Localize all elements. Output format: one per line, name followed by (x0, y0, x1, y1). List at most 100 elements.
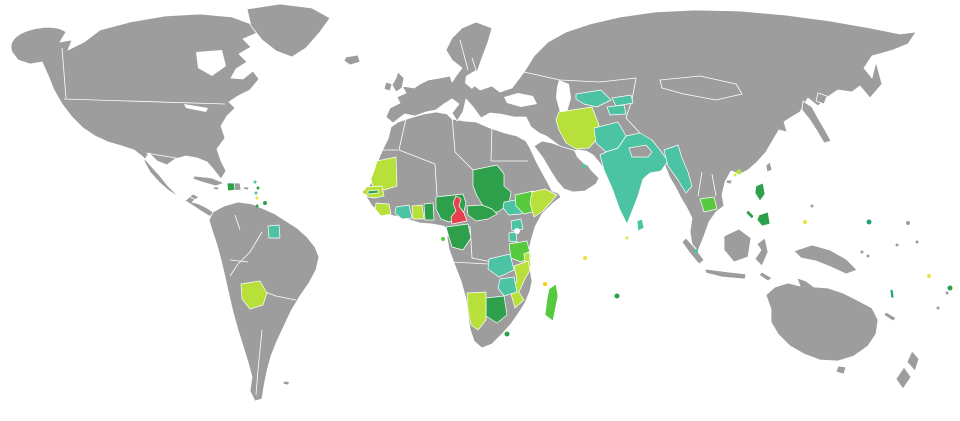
region-madagascar (544, 283, 559, 322)
border-us-canada (63, 98, 226, 105)
landmass-new-guinea (793, 244, 858, 275)
region-sri-lanka (636, 218, 645, 232)
dot-samoa (945, 291, 949, 295)
border-vietnam-laos (711, 173, 717, 197)
dot-palau (803, 220, 807, 224)
landmass-cuba (192, 175, 225, 187)
border-alaska-canada (61, 47, 67, 99)
landmass-greenland (246, 3, 331, 58)
dot-solomon-islands-2 (866, 254, 870, 258)
great-lakes (184, 104, 208, 112)
dot-comoros (543, 282, 547, 286)
region-tajikistan (606, 104, 627, 116)
landmass-japan (801, 100, 832, 144)
dot-singapore (694, 249, 698, 253)
overlay-nepal-bhutan (628, 144, 653, 158)
landmass-new-zealand-north (906, 350, 920, 372)
border-algeria-mali (398, 149, 436, 165)
dot-trinidad-tobago (253, 213, 257, 217)
dot-antigua-barbuda (256, 186, 260, 190)
region-haiti (226, 182, 236, 192)
landmass-new-caledonia (883, 311, 897, 322)
region-rwanda-burundi (508, 231, 518, 243)
region-namibia (466, 291, 487, 331)
region-uganda (510, 218, 524, 232)
region-zimbabwe (497, 276, 518, 297)
baltic-sea (465, 70, 481, 89)
dot-seychelles (583, 256, 587, 260)
landmass-hokkaido (815, 92, 828, 105)
region-kyrgyzstan (611, 94, 634, 107)
region-philippines-palawan (745, 209, 755, 220)
landmass-borneo (723, 228, 752, 263)
region-cameroon (450, 195, 468, 225)
landmass-new-zealand-south (895, 366, 912, 390)
dot-macau (733, 173, 737, 177)
border-angola-south (451, 261, 489, 265)
dot-dominica (254, 191, 258, 195)
landmass-iceland (343, 54, 361, 66)
border-brazil-west (229, 231, 263, 277)
border-drc-west (469, 225, 473, 259)
dot-grenada (252, 209, 256, 213)
landmass-north-america (10, 13, 260, 217)
border-us-mexico (145, 152, 207, 164)
landmass-hainan (725, 179, 733, 185)
dot-qatar (582, 164, 586, 168)
border-mexico-guatemala (187, 195, 197, 201)
border-argentina-chile (255, 329, 263, 396)
dot-micronesia (866, 219, 872, 225)
dot-nauru (895, 243, 899, 247)
dot-hong-kong (736, 169, 742, 175)
region-togo-benin (423, 202, 435, 221)
dot-eswatini (504, 331, 510, 337)
region-philippines-luzon (754, 182, 766, 202)
landmass-australia (765, 277, 879, 362)
region-iran (555, 106, 600, 150)
dot-barbados (263, 201, 267, 205)
border-algeria-libya (451, 115, 456, 153)
border-mongolia (659, 75, 743, 101)
dot-lake-victoria (514, 228, 520, 234)
border-china-india (625, 117, 641, 134)
hudson-bay (196, 50, 226, 76)
landmass-falklands (282, 380, 291, 386)
dot-maldives (625, 236, 629, 240)
landmass-timor (758, 271, 773, 282)
border-mali-niger (434, 163, 438, 197)
dot-fiji (947, 285, 953, 291)
landmass-ireland (383, 81, 393, 92)
region-uzbekistan (575, 89, 612, 108)
region-cote-divoire (394, 204, 413, 220)
border-colombia-venezuela (234, 214, 241, 231)
border-libya-egypt (490, 125, 493, 162)
region-central-african-republic (466, 204, 498, 222)
region-zambia (487, 253, 515, 278)
landmass-sulawesi (754, 237, 769, 267)
region-gambia (367, 189, 379, 195)
landmass-tasmania (835, 365, 847, 375)
landmass-sumatra (681, 237, 705, 265)
landmass-eurasia (385, 9, 917, 252)
region-bolivia (240, 280, 268, 310)
dot-mauritius (614, 293, 620, 299)
region-congo-gabon-eq-guinea (445, 223, 472, 251)
dot-tuvalu (927, 274, 931, 278)
landmass-great-britain (391, 71, 405, 93)
landmass-arabia (533, 140, 600, 193)
landmass-puerto-rico (242, 186, 250, 191)
dot-tonga (936, 306, 940, 310)
border-peru-brazil (229, 259, 249, 263)
border-thailand-laos (697, 171, 703, 197)
caspian-sea (556, 80, 571, 112)
border-lesotho (496, 336, 506, 344)
dot-st-lucia (255, 196, 259, 200)
region-cambodia (699, 196, 718, 213)
dot-kiribati (915, 240, 919, 244)
border-morocco-algeria (398, 113, 408, 151)
landmass-taiwan (765, 161, 773, 173)
dot-st-vincent (255, 204, 259, 208)
